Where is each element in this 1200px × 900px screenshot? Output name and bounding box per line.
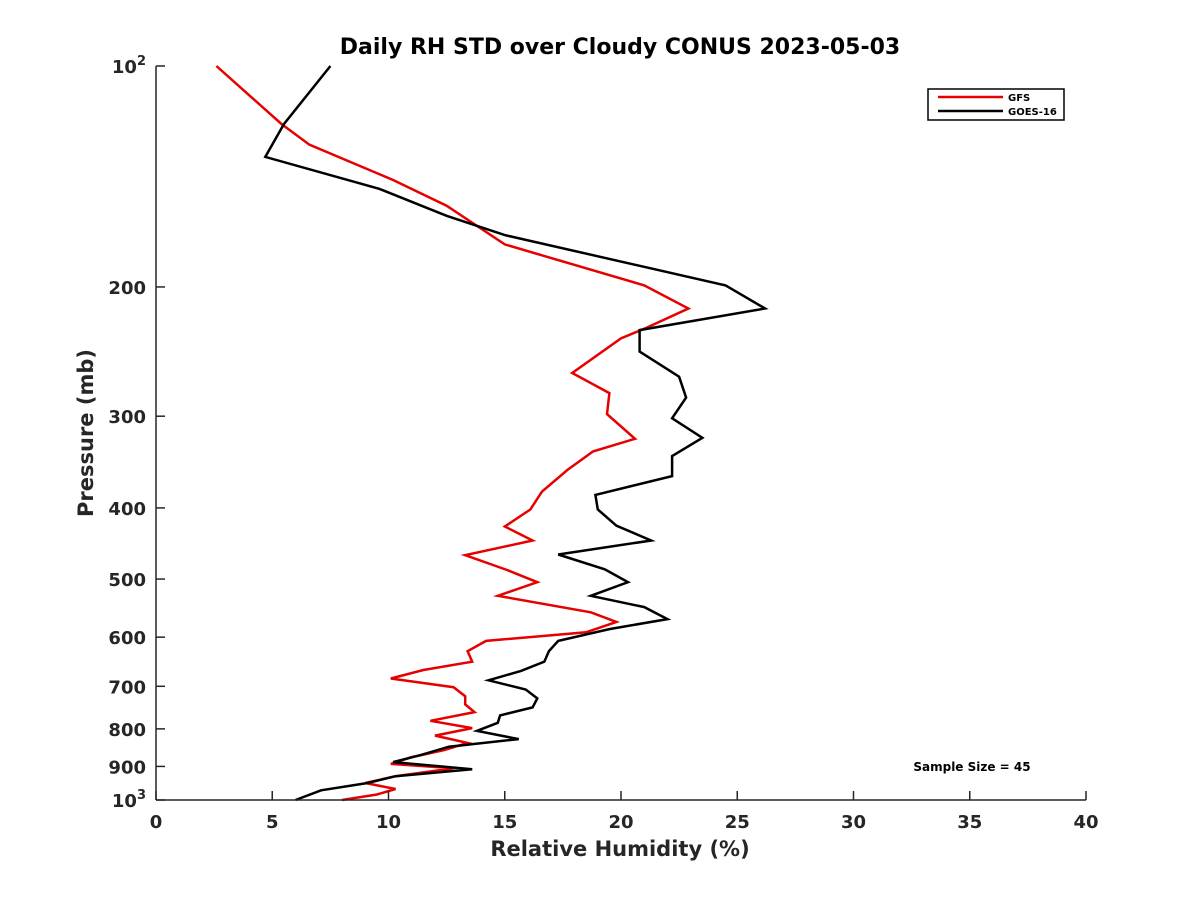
series-line-goes-16 (263, 65, 769, 802)
y-tick-label: 103 (112, 788, 146, 812)
legend-box (927, 88, 1065, 121)
legend-label-gfs: GFS (1008, 93, 1030, 104)
y-axis-label: Pressure (mb) (74, 349, 98, 517)
x-tick-label: 25 (725, 812, 750, 833)
chart-title: Daily RH STD over Cloudy CONUS 2023-05-0… (340, 35, 900, 60)
legend: GFS GOES-16 (927, 88, 1065, 121)
y-tick-label: 400 (108, 499, 146, 520)
x-tick-label: 5 (266, 812, 279, 833)
y-tick-label: 300 (108, 407, 146, 428)
series-layer (215, 65, 769, 802)
x-tick-label: 20 (608, 812, 633, 833)
x-tick-label: 30 (841, 812, 866, 833)
y-tick-label: 500 (108, 570, 146, 591)
y-tick-label: 900 (108, 757, 146, 778)
y-tick-label: 102 (112, 54, 146, 78)
sample-size-annotation: Sample Size = 45 (913, 760, 1030, 774)
x-tick-label: 0 (150, 812, 163, 833)
axes-layer: 0 5 10 15 20 25 30 35 40 102 200 300 400 500 600 700 800… (108, 54, 1098, 833)
y-tick-label: 200 (108, 278, 146, 299)
x-tick-label: 35 (957, 812, 982, 833)
y-tick-label: 800 (108, 720, 146, 741)
y-tick-label: 600 (108, 628, 146, 649)
x-axis-label: Relative Humidity (%) (490, 837, 749, 861)
x-tick-label: 10 (376, 812, 401, 833)
x-tick-label: 40 (1073, 812, 1098, 833)
legend-label-goes-16: GOES-16 (1008, 107, 1057, 118)
y-tick-label: 700 (108, 677, 146, 698)
x-tick-label: 15 (492, 812, 517, 833)
